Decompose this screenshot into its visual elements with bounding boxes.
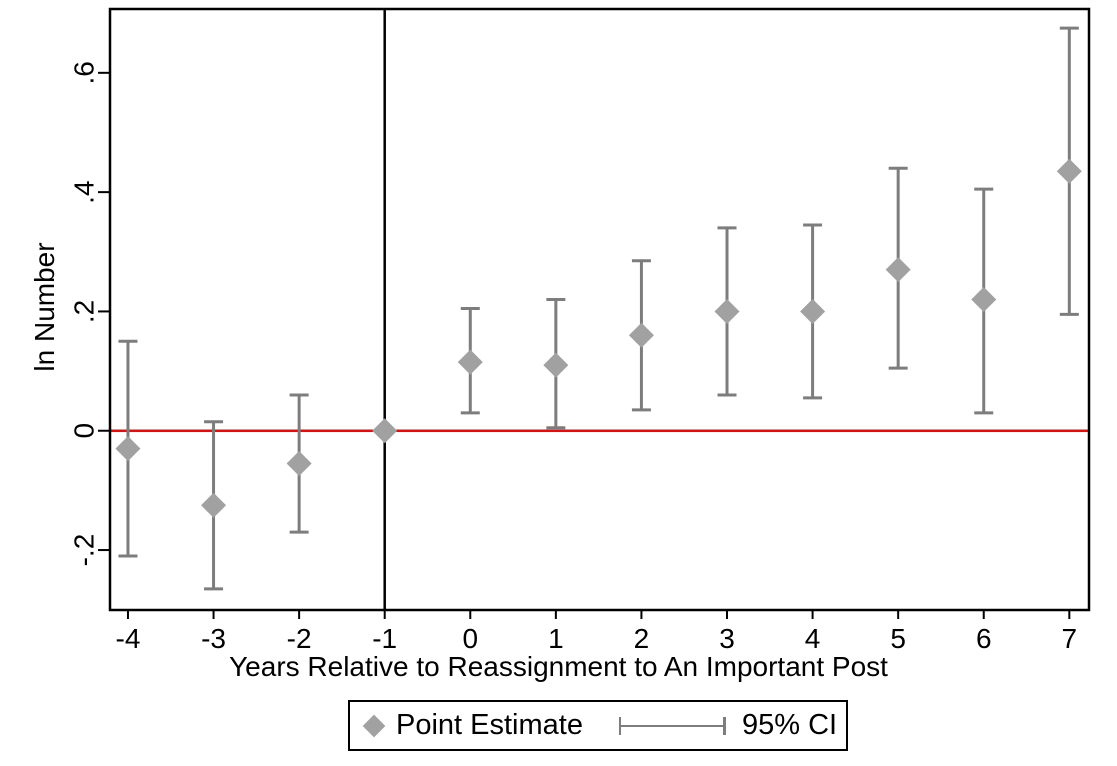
y-axis-title: ln Number: [29, 242, 60, 372]
point-marker: [543, 352, 569, 378]
point-marker: [714, 298, 740, 324]
x-tick-label: -3: [201, 623, 226, 654]
point-marker: [201, 492, 227, 518]
legend-label-point-estimate: Point Estimate: [396, 709, 583, 741]
x-tick-label: 5: [890, 623, 906, 654]
plot-frame: [108, 7, 1091, 612]
y-tick-label: .4: [69, 180, 100, 203]
x-tick-label: 3: [719, 623, 735, 654]
point-marker: [372, 418, 398, 444]
legend: Point Estimate 95% CI: [348, 700, 848, 751]
point-marker: [1056, 158, 1082, 184]
x-axis-title: Years Relative to Reassignment to An Imp…: [229, 651, 888, 682]
point-marker: [115, 436, 141, 462]
x-tick-label: 6: [976, 623, 992, 654]
ci-errorbar-icon: [618, 716, 726, 736]
y-tick-label: -.2: [69, 534, 100, 567]
ci-errorbar-left-cap: [618, 716, 622, 735]
point-marker: [628, 322, 654, 348]
point-marker: [800, 298, 826, 324]
x-tick-label: -1: [372, 623, 397, 654]
point-estimate-diamond-icon: [362, 714, 386, 737]
point-marker: [286, 451, 312, 477]
x-tick-label: 4: [805, 623, 821, 654]
x-tick-label: 0: [462, 623, 478, 654]
y-tick-label: .2: [69, 300, 100, 323]
x-tick-label: 2: [634, 623, 650, 654]
x-tick-label: 7: [1062, 623, 1078, 654]
legend-label-ci: 95% CI: [741, 709, 838, 741]
x-tick-label: -4: [116, 623, 141, 654]
ci-errorbar-line: [618, 724, 726, 727]
point-marker: [971, 287, 997, 313]
y-tick-label: 0: [69, 423, 100, 439]
point-marker: [457, 349, 483, 375]
point-marker: [885, 257, 911, 283]
ci-errorbar-right-cap: [723, 716, 726, 735]
y-tick-label: .6: [69, 61, 100, 84]
x-tick-label: -2: [287, 623, 312, 654]
x-tick-label: 1: [548, 623, 564, 654]
